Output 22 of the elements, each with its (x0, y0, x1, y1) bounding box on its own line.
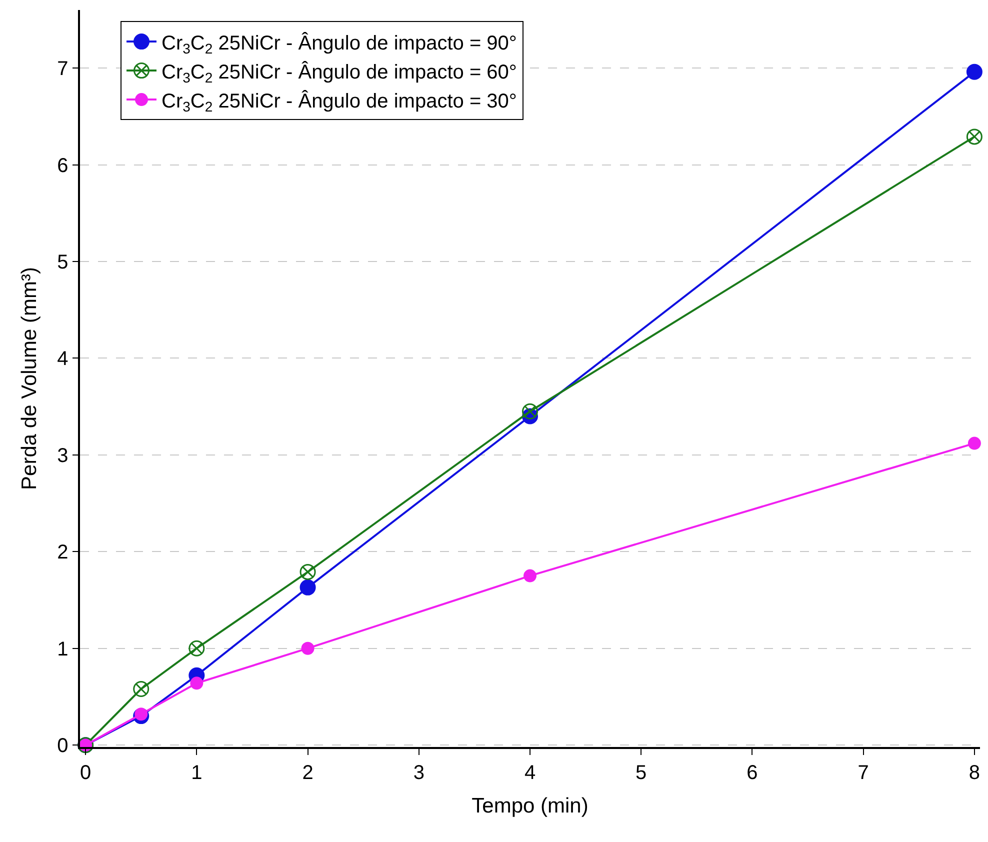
y-axis-title: Perda de Volume (mm³) (18, 267, 41, 490)
x-tick-label: 5 (636, 762, 647, 784)
x-axis-title: Tempo (min) (472, 794, 588, 818)
y-tick-label: 0 (57, 735, 68, 758)
legend-label: Cr$_{3}$C$_{2}$ 25NiCr - Ângulo de impacto = 60° (162, 60, 517, 86)
y-tick-label: 7 (57, 58, 68, 80)
x-tick-label: 4 (524, 762, 536, 784)
x-tick-label: 3 (413, 762, 424, 784)
x-tick-label: 0 (80, 762, 92, 784)
x-tick-label: 8 (968, 762, 980, 784)
y-tick-label: 6 (57, 154, 68, 177)
x-tick-label: 1 (191, 762, 202, 784)
y-tick-label: 1 (57, 638, 68, 660)
legend-label: Cr$_{3}$C$_{2}$ 25NiCr - Ângulo de impacto = 30° (162, 89, 517, 115)
y-tick-label: 5 (57, 251, 68, 274)
y-tick-label: 2 (57, 542, 68, 564)
x-tick-label: 6 (746, 762, 758, 784)
y-tick-label: 4 (57, 348, 68, 370)
legend-label: Cr$_{3}$C$_{2}$ 25NiCr - Ângulo de impacto = 90° (162, 31, 517, 57)
x-tick-label: 7 (858, 762, 869, 784)
x-tick-label: 2 (302, 762, 314, 784)
y-tick-label: 3 (57, 444, 68, 467)
